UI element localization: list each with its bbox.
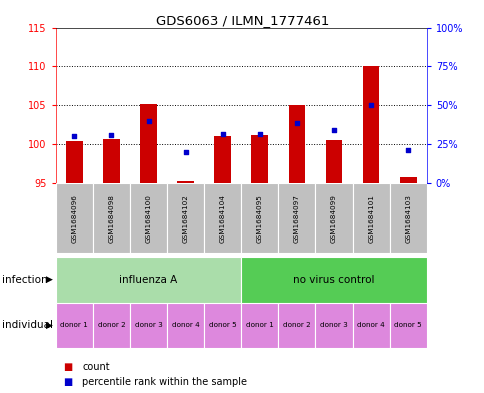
Text: GSM1684096: GSM1684096 — [71, 194, 77, 242]
Text: ■: ■ — [63, 362, 72, 373]
Bar — [66, 141, 82, 183]
Text: donor 1: donor 1 — [60, 322, 88, 328]
Bar — [214, 136, 230, 183]
Text: count: count — [82, 362, 110, 373]
Text: ▶: ▶ — [45, 275, 52, 284]
Text: donor 1: donor 1 — [245, 322, 273, 328]
Bar — [93, 183, 130, 253]
Text: GSM1684103: GSM1684103 — [405, 194, 410, 242]
Text: GDS6063 / ILMN_1777461: GDS6063 / ILMN_1777461 — [155, 14, 329, 27]
Bar — [103, 139, 120, 183]
Bar — [352, 183, 389, 253]
Text: GSM1684098: GSM1684098 — [108, 194, 114, 242]
Bar — [93, 303, 130, 348]
Text: no virus control: no virus control — [293, 275, 374, 285]
Point — [330, 127, 337, 133]
Text: GSM1684095: GSM1684095 — [257, 194, 262, 242]
Bar — [56, 257, 241, 303]
Text: donor 5: donor 5 — [209, 322, 236, 328]
Bar — [389, 303, 426, 348]
Point — [292, 120, 300, 126]
Bar — [130, 303, 166, 348]
Text: donor 5: donor 5 — [393, 322, 421, 328]
Text: donor 2: donor 2 — [283, 322, 310, 328]
Bar — [325, 140, 342, 183]
Bar — [288, 105, 304, 183]
Point — [144, 118, 152, 124]
Bar — [399, 176, 416, 183]
Text: infection: infection — [2, 275, 48, 285]
Text: ▶: ▶ — [45, 321, 52, 329]
Bar — [241, 257, 426, 303]
Bar — [56, 303, 93, 348]
Bar — [204, 303, 241, 348]
Text: percentile rank within the sample: percentile rank within the sample — [82, 377, 247, 387]
Bar — [166, 183, 204, 253]
Bar — [315, 303, 352, 348]
Text: donor 3: donor 3 — [135, 322, 162, 328]
Bar — [315, 183, 352, 253]
Bar — [278, 183, 315, 253]
Point — [70, 133, 78, 139]
Text: donor 3: donor 3 — [319, 322, 347, 328]
Bar — [362, 66, 378, 183]
Text: GSM1684100: GSM1684100 — [145, 194, 151, 242]
Bar — [204, 183, 241, 253]
Text: ■: ■ — [63, 377, 72, 387]
Bar — [56, 183, 93, 253]
Text: donor 4: donor 4 — [171, 322, 199, 328]
Bar — [140, 105, 156, 183]
Text: GSM1684099: GSM1684099 — [331, 194, 336, 242]
Point — [256, 131, 263, 137]
Text: influenza A: influenza A — [119, 275, 177, 285]
Point — [366, 102, 374, 108]
Point — [404, 147, 411, 153]
Text: individual: individual — [2, 320, 53, 330]
Text: GSM1684097: GSM1684097 — [293, 194, 299, 242]
Bar — [352, 303, 389, 348]
Text: donor 2: donor 2 — [97, 322, 125, 328]
Point — [107, 132, 115, 139]
Text: GSM1684101: GSM1684101 — [367, 194, 373, 242]
Bar — [166, 303, 204, 348]
Bar — [241, 183, 278, 253]
Text: GSM1684104: GSM1684104 — [219, 194, 225, 242]
Bar — [130, 183, 166, 253]
Point — [182, 149, 189, 155]
Text: GSM1684102: GSM1684102 — [182, 194, 188, 242]
Bar — [278, 303, 315, 348]
Bar — [251, 136, 268, 183]
Bar — [389, 183, 426, 253]
Point — [218, 131, 226, 137]
Bar — [241, 303, 278, 348]
Bar — [177, 181, 194, 183]
Text: donor 4: donor 4 — [357, 322, 384, 328]
